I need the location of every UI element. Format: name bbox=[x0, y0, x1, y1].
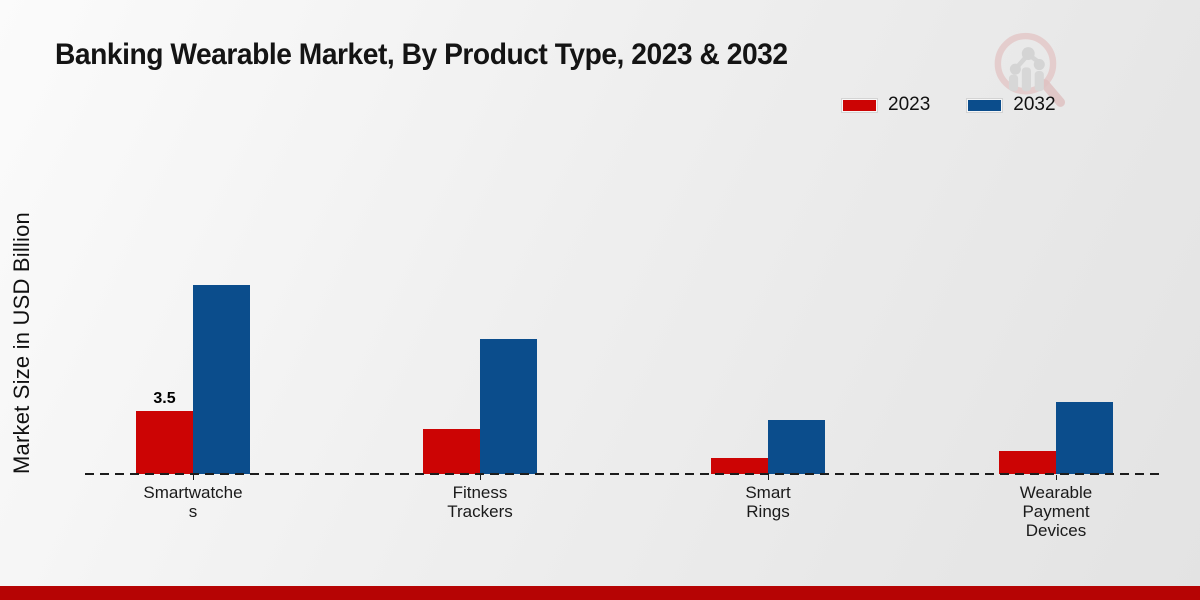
category-label-line: Smartwatche bbox=[143, 483, 243, 502]
category-label-smart-rings: Smart Rings bbox=[678, 483, 858, 521]
magnifier-bar-chart-logo-icon bbox=[994, 32, 1066, 107]
x-axis-tick bbox=[480, 475, 481, 480]
category-label-line: s bbox=[188, 502, 198, 521]
legend-item-2023: 2023 bbox=[843, 94, 930, 116]
category-label-line: Trackers bbox=[447, 502, 513, 521]
bar-2032-smartwatches bbox=[193, 285, 250, 474]
x-axis-tick bbox=[1056, 475, 1057, 480]
legend-label-2023: 2023 bbox=[888, 94, 931, 115]
legend-label-2032: 2032 bbox=[1013, 94, 1056, 115]
bar-2032-fitness-trackers bbox=[480, 339, 537, 474]
category-label-wearable-payment-devices: Wearable Payment Devices bbox=[966, 483, 1146, 540]
category-label-fitness-trackers: Fitness Trackers bbox=[390, 483, 570, 521]
bar-2023-smartwatches bbox=[136, 411, 193, 474]
legend-swatch-2023 bbox=[843, 99, 876, 111]
x-axis-baseline bbox=[85, 473, 1165, 475]
bar-2032-smart-rings bbox=[768, 420, 825, 474]
bar-2023-fitness-trackers bbox=[423, 429, 480, 474]
bar-2023-smart-rings bbox=[711, 457, 768, 474]
x-axis-tick bbox=[193, 475, 194, 480]
category-label-line: Rings bbox=[746, 502, 790, 521]
legend-swatch-2032 bbox=[968, 99, 1002, 111]
category-label-smartwatches: Smartwatche s bbox=[103, 483, 283, 521]
bar-2023-wearable-payment-devices bbox=[999, 450, 1056, 474]
category-label-line: Fitness bbox=[452, 483, 508, 502]
x-axis-tick bbox=[768, 475, 769, 480]
legend: 2023 2032 bbox=[843, 94, 1056, 116]
bar-value-label: 3.5 bbox=[153, 390, 176, 407]
legend-item-2032: 2032 bbox=[968, 94, 1056, 116]
y-axis-title: Market Size in USD Billion bbox=[9, 212, 34, 474]
category-label-line: Payment bbox=[1022, 502, 1090, 521]
footer-red-band bbox=[0, 586, 1200, 600]
category-label-line: Wearable bbox=[1019, 483, 1093, 502]
category-label-line: Smart bbox=[745, 483, 791, 502]
category-label-line: Devices bbox=[1025, 521, 1087, 540]
chart-title: Banking Wearable Market, By Product Type… bbox=[55, 38, 788, 71]
bar-2032-wearable-payment-devices bbox=[1056, 402, 1113, 474]
